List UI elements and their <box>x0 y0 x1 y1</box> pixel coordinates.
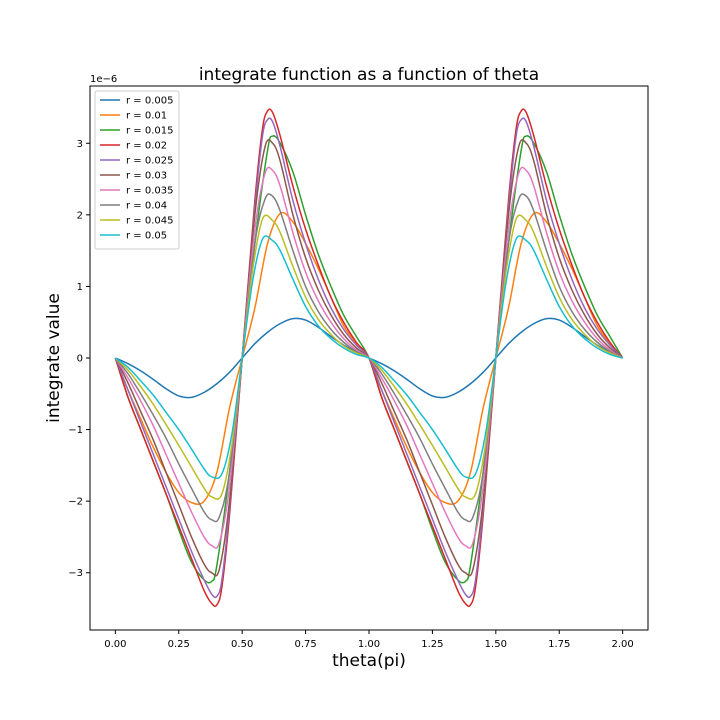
legend-label-2: r = 0.01 <box>126 111 167 122</box>
axes-ticks-group: 0.00 0.25 0.50 0.75 1.00 1.25 1.50 1.75 2.00 −3 −2… <box>68 139 634 650</box>
y-tick-label: 3 <box>77 139 83 150</box>
y-tick-label: −3 <box>68 568 83 579</box>
series-line-10 <box>114 235 623 480</box>
x-tick-label: 1.75 <box>548 639 570 650</box>
legend-label-9: r = 0.045 <box>126 216 173 227</box>
legend-label-6: r = 0.03 <box>126 171 167 182</box>
x-axis-label: theta(pi) <box>332 651 406 671</box>
x-tick-label: 1.50 <box>485 639 507 650</box>
y-tick-label: −1 <box>68 425 83 436</box>
y-tick-label: 1 <box>77 282 83 293</box>
legend-label-3: r = 0.015 <box>126 126 173 137</box>
legend-label-4: r = 0.02 <box>126 141 167 152</box>
legend-label-5: r = 0.025 <box>126 156 173 167</box>
x-tick-label: 0.25 <box>168 639 190 650</box>
legend-label-1: r = 0.005 <box>126 96 173 107</box>
x-tick-label: 2.00 <box>612 639 634 650</box>
x-tick-label: 1.25 <box>421 639 443 650</box>
legend: r = 0.005 r = 0.01 r = 0.015 r = 0.02 r = 0.… <box>94 90 180 250</box>
plot-frame <box>89 85 649 631</box>
plot-series-group <box>114 108 624 608</box>
legend-label-7: r = 0.035 <box>126 186 173 197</box>
y-axis-label: integrate value <box>44 293 64 423</box>
x-tick-label: 1.00 <box>358 639 380 650</box>
x-tick-label: 0.00 <box>104 639 126 650</box>
x-tick-label: 0.50 <box>231 639 253 650</box>
y-tick-label: 2 <box>77 210 83 221</box>
legend-label-10: r = 0.05 <box>126 231 167 242</box>
legend-label-8: r = 0.04 <box>126 201 167 212</box>
y-tick-label: 0 <box>77 354 83 365</box>
y-offset-label: 1e−6 <box>90 74 117 85</box>
x-tick-label: 0.75 <box>294 639 316 650</box>
y-tick-label: −2 <box>68 497 83 508</box>
chart-title: integrate function as a function of thet… <box>199 65 539 85</box>
